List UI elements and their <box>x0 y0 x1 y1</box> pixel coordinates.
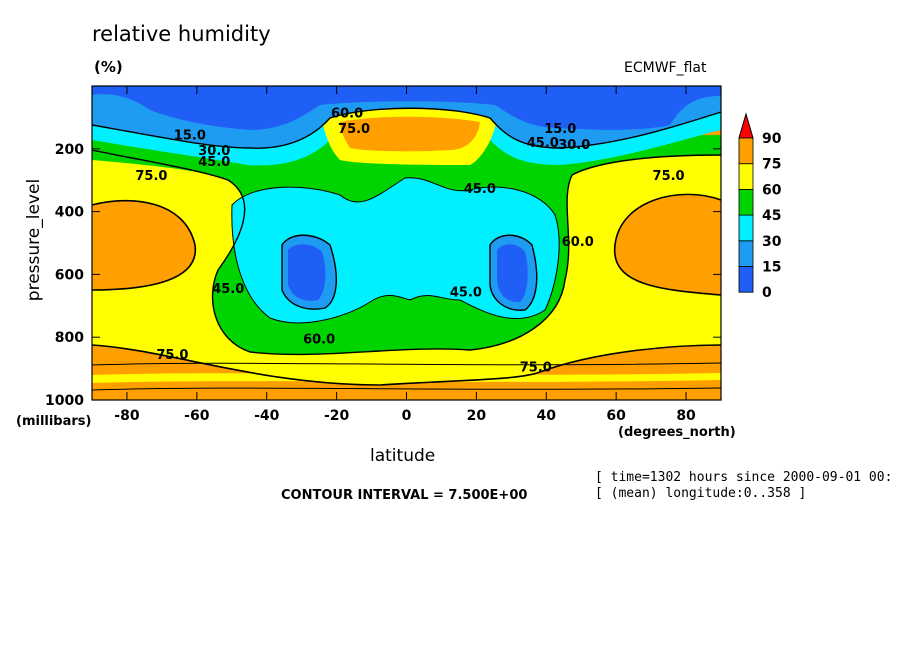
contour-line <box>489 234 538 311</box>
chart-title: relative humidity <box>92 22 271 46</box>
contour-label: 45.0 <box>450 285 482 300</box>
contour-line <box>92 387 721 391</box>
x-tick-label: 0 <box>402 408 412 424</box>
colorbar-swatch <box>738 137 754 165</box>
contour-label: 45.0 <box>198 155 230 170</box>
contour-line <box>92 149 721 356</box>
contour-label: 75.0 <box>653 169 685 184</box>
colorbar: 0 15 30 45 60 75 90 <box>738 112 782 301</box>
y-tick-label: 600 <box>55 267 84 283</box>
contour-label: 75.0 <box>156 348 188 363</box>
contour-line <box>92 344 721 386</box>
contour-label: 45.0 <box>212 282 244 297</box>
colorbar-label: 60 <box>762 182 782 198</box>
contour-line <box>92 199 196 291</box>
x-tick-label: 80 <box>676 408 696 424</box>
fill-bottom-stripe <box>92 373 721 383</box>
x-tick-label: -60 <box>184 408 210 424</box>
contour-label: 75.0 <box>520 361 552 376</box>
y-axis-units: (millibars) <box>16 414 92 429</box>
x-tick-label: 40 <box>537 408 557 424</box>
contour-interval: CONTOUR INTERVAL = 7.500E+00 <box>281 488 528 503</box>
contour-label: 15.0 <box>174 128 206 143</box>
colorbar-label: 30 <box>762 234 782 250</box>
contour-line <box>92 107 721 149</box>
fill-band-15 <box>92 88 721 311</box>
colorbar-label: 45 <box>762 208 781 224</box>
contour-label: 30.0 <box>558 138 590 153</box>
colorbar-swatch <box>738 266 754 293</box>
y-tick-label: 200 <box>55 142 84 158</box>
x-axis-units: (degrees_north) <box>618 425 736 440</box>
fill-band-75-cap <box>340 116 480 152</box>
longitude-info: [ (mean) longitude:0..358 ] <box>595 486 807 501</box>
contour-labels: 15.030.045.075.060.075.0 15.030.045.075.0… <box>135 106 684 375</box>
fill-band-0 <box>92 86 721 303</box>
colorbar-overflow <box>738 112 754 139</box>
x-axis-label: latitude <box>370 446 436 466</box>
contour-label: 60.0 <box>562 235 594 250</box>
y-tick-label: 1000 <box>45 393 84 409</box>
x-tick-label: 60 <box>606 408 626 424</box>
y-tick-label: 800 <box>55 330 84 346</box>
colorbar-swatch <box>738 188 754 216</box>
colorbar-swatch <box>738 163 754 190</box>
dataset-label: ECMWF_flat <box>624 60 707 76</box>
contour-label: 75.0 <box>135 169 167 184</box>
contour-label: 60.0 <box>331 106 363 121</box>
contour-line <box>281 234 338 310</box>
contour-label: 45.0 <box>527 136 559 151</box>
x-tick-label: 20 <box>467 408 487 424</box>
colorbar-swatch <box>738 214 754 242</box>
contour-line <box>231 177 560 324</box>
x-tick-label: -80 <box>114 408 140 424</box>
contour-label: 30.0 <box>198 144 230 159</box>
colorbar-label: 15 <box>762 260 781 276</box>
colorbar-label: 90 <box>762 131 782 147</box>
colorbar-label: 0 <box>762 285 772 301</box>
contour-label: 45.0 <box>464 182 496 197</box>
x-ticks: -80 -60 -40 -20 0 20 40 60 80 <box>114 86 696 424</box>
contour-lines <box>92 107 721 391</box>
x-tick-label: -20 <box>324 408 350 424</box>
contour-line <box>614 193 721 296</box>
contour-line <box>92 362 721 366</box>
y-tick-label: 400 <box>55 205 84 221</box>
x-tick-label: -40 <box>254 408 280 424</box>
contour-label: 15.0 <box>544 122 576 137</box>
colorbar-label: 75 <box>762 157 781 173</box>
time-info: [ time=1302 hours since 2000-09-01 00: <box>595 470 893 485</box>
y-ticks: 200 400 600 800 1000 <box>45 142 721 409</box>
contour-label: 60.0 <box>303 332 335 347</box>
units-label: (%) <box>94 58 123 76</box>
colorbar-swatch <box>738 240 754 267</box>
contour-label: 75.0 <box>338 122 370 137</box>
